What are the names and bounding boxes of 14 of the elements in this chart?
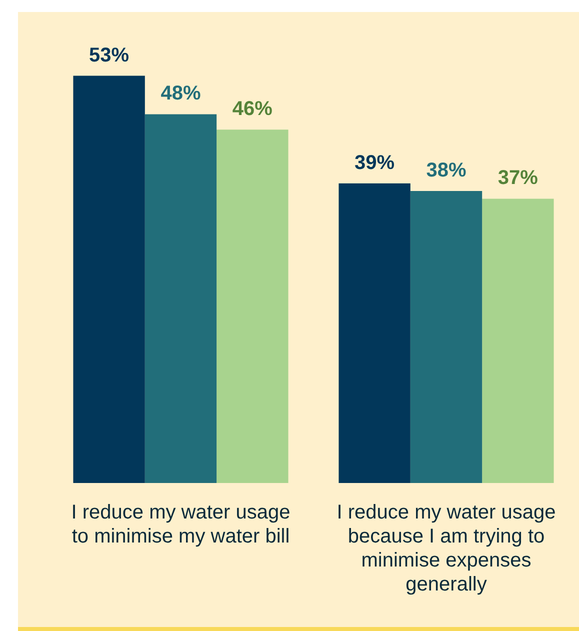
bar	[73, 76, 145, 483]
x-tick-label: I reduce my water usage because I am trying to minimise expenses generally	[336, 502, 556, 596]
x-tick-label: I reduce my water usage to minimise my water bill	[71, 502, 290, 548]
data-label: 48%	[160, 82, 201, 105]
data-label: 39%	[354, 152, 395, 174]
data-label: 37%	[498, 167, 538, 190]
bar	[216, 130, 288, 483]
bar	[338, 183, 410, 483]
data-label: 38%	[426, 160, 466, 182]
bar	[144, 114, 217, 483]
bar	[410, 191, 482, 483]
data-label: 53%	[89, 44, 130, 66]
data-label: 46%	[232, 98, 273, 120]
bar	[482, 198, 554, 483]
